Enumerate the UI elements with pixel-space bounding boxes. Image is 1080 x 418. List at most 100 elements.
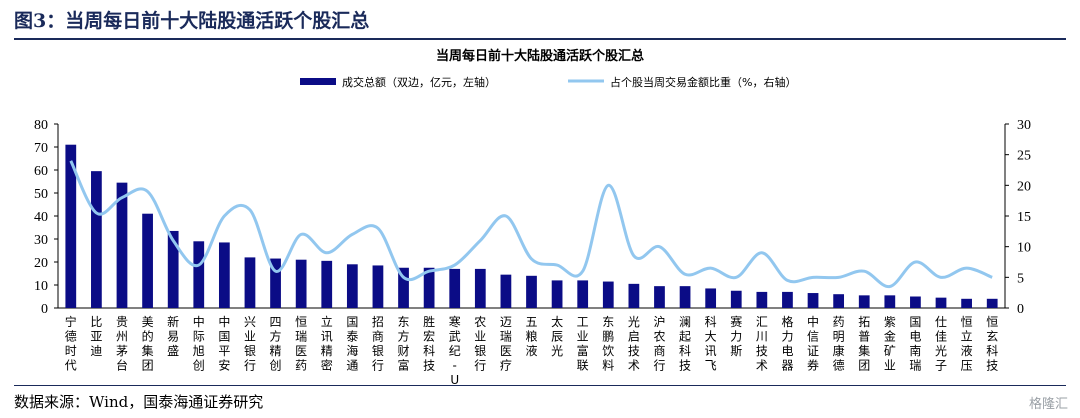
y-right-tick-label: 25	[1017, 149, 1031, 164]
category-label: 紫金矿业	[884, 315, 896, 373]
category-label: 贵州茅台	[116, 315, 128, 373]
category-label: 拓普集团	[858, 315, 870, 373]
category-label: 胜宏科技	[423, 314, 435, 373]
category-label: 寒武纪-U	[449, 314, 461, 385]
category-label: 赛力斯	[730, 314, 742, 358]
bar-series	[65, 144, 998, 308]
bar	[807, 293, 819, 308]
category-label: 恒玄科技	[986, 315, 998, 373]
bar	[500, 274, 512, 308]
bar	[526, 275, 537, 308]
chart: 当周每日前十大陆股通活跃个股汇总 成交总额（双边，亿元，左轴） 占个股当周交易金…	[34, 48, 1031, 385]
bar	[244, 257, 256, 308]
bar	[218, 242, 230, 308]
legend-bar-swatch	[300, 78, 336, 85]
line-series	[69, 160, 993, 289]
category-label: 恒立液压	[961, 315, 973, 373]
category-labels: 宁德时代 比亚迪 贵州茅台 美的集团 新易盛 中际旭创 中国平安 兴业银行 四方精创 恒瑞医药 立讯…	[65, 314, 998, 385]
category-label: 五粮液	[525, 315, 537, 358]
bar	[91, 171, 102, 308]
y-right-tick-label: 30	[1017, 118, 1031, 133]
line-path	[69, 160, 993, 289]
category-label: 国电南瑞	[909, 315, 921, 373]
bar	[577, 280, 589, 308]
bar	[474, 268, 486, 308]
category-label: 仕佳光子	[935, 315, 947, 373]
y-right-tick-label: 5	[1017, 271, 1024, 286]
y-left-tick-label: 70	[34, 141, 48, 156]
category-label: 汇川技术	[756, 315, 768, 373]
bar	[756, 291, 768, 308]
y-left-tick-label: 60	[34, 164, 48, 179]
category-label: 沪农商行	[653, 315, 665, 373]
category-label: 科大讯飞	[705, 315, 717, 373]
bar	[935, 297, 947, 308]
bar	[986, 298, 998, 308]
figure-title: 图3：当周每日前十大陆股通活跃个股汇总	[14, 10, 370, 32]
chart-title: 当周每日前十大陆股通活跃个股汇总	[436, 48, 644, 64]
bar	[884, 295, 896, 308]
bar	[858, 295, 870, 308]
bar	[270, 258, 281, 308]
bar	[961, 298, 972, 308]
category-label: 澜起科技	[679, 315, 691, 373]
bar	[372, 265, 384, 308]
category-label: 格力电器	[781, 314, 793, 373]
category-label: 新易盛	[167, 314, 179, 358]
bar	[602, 281, 614, 308]
legend-bar-label: 成交总额（双边，亿元，左轴）	[342, 75, 496, 89]
bar	[65, 144, 77, 308]
y-left-tick-label: 50	[34, 187, 48, 202]
bar	[833, 294, 845, 308]
bar	[654, 286, 665, 308]
category-label: 药明康德	[833, 315, 845, 373]
bar	[679, 286, 691, 308]
bar	[295, 259, 307, 308]
header-rule	[14, 38, 1066, 40]
bar	[628, 283, 640, 308]
bar	[321, 260, 333, 308]
category-label: 光启技术	[628, 315, 640, 373]
bar	[116, 182, 128, 308]
category-label: 中国平安	[218, 314, 230, 373]
bar	[730, 290, 742, 308]
category-label: 兴业银行	[244, 315, 256, 373]
category-label: 迈瑞医疗	[500, 315, 512, 373]
y-left-tick-label: 80	[34, 118, 48, 133]
category-label: 宁德时代	[65, 314, 77, 373]
y-left-tick-label: 0	[41, 302, 48, 317]
category-label: 太辰光	[551, 314, 563, 358]
bar	[398, 267, 409, 308]
y-left-tick-label: 40	[34, 210, 48, 225]
category-label: 农业银行	[474, 315, 486, 373]
y-right-tick-label: 10	[1017, 241, 1031, 256]
y-right-tick-label: 0	[1017, 302, 1024, 317]
y-left-tick-label: 10	[34, 279, 48, 294]
legend: 成交总额（双边，亿元，左轴） 占个股当周交易金额比重（%，右轴）	[300, 75, 796, 89]
legend-line-label: 占个股当周交易金额比重（%，右轴）	[610, 75, 796, 89]
footer-rule	[14, 385, 1066, 386]
y-left-tick-label: 20	[34, 256, 48, 271]
bar	[705, 288, 717, 308]
watermark: 格隆汇	[1028, 397, 1068, 412]
category-label: 东方财富	[398, 315, 410, 373]
bar	[782, 291, 793, 308]
category-label: 东鹏饮料	[602, 315, 614, 373]
category-label: 恒瑞医药	[295, 315, 307, 373]
category-label: 中际旭创	[193, 314, 205, 373]
category-label: 国泰海通	[346, 315, 358, 373]
source-note: 数据来源：Wind，国泰海通证券研究	[14, 393, 264, 411]
bar	[193, 241, 205, 308]
bar	[167, 230, 179, 308]
category-label: 立讯精密	[321, 314, 333, 373]
category-label: 招商银行	[372, 315, 384, 373]
category-label: 美的集团	[142, 315, 154, 373]
category-label: 比亚迪	[90, 315, 102, 358]
bar	[423, 267, 435, 308]
bar	[449, 268, 461, 308]
category-label: 四方精创	[270, 315, 282, 373]
bar	[142, 213, 153, 308]
bar	[346, 264, 358, 308]
category-label: 中信证券	[807, 314, 819, 373]
bar	[910, 296, 921, 308]
